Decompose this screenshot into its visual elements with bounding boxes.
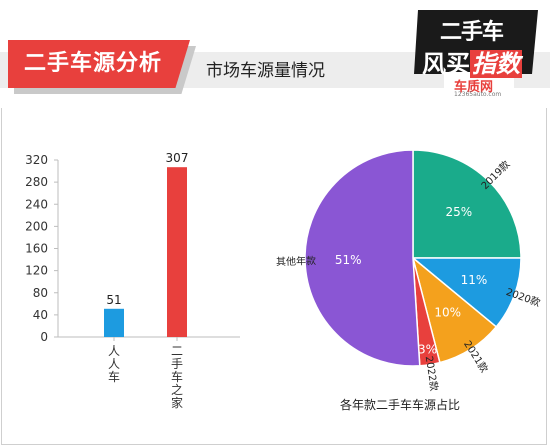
bar-value-label: 51 [106,293,121,307]
header: 二手车源分析 市场车源量情况 二手车 风买指数 车质网 12365auto.co… [0,0,550,108]
y-tick-label: 200 [25,219,48,233]
x-tick-label: 家 [171,395,183,410]
bar [104,308,124,337]
pie-category-label: 2019款 [478,158,512,192]
badge-line2-a: 风 [422,50,446,78]
pie-value-label: 3% [418,343,437,357]
badge-line2: 风买指数 [422,44,522,79]
bar [167,167,187,337]
pie-slice [304,149,421,367]
x-tick-label: 车 [171,369,183,384]
pie-value-label: 10% [434,306,461,320]
pie-slice [412,149,522,259]
x-tick-label: 二 [171,344,183,358]
bar-value-label: 307 [166,151,189,165]
pie-value-label: 51% [335,253,362,267]
pie-value-label: 11% [461,273,488,287]
page-title: 二手车源分析 [24,51,163,76]
badge-site: 12365auto.com [454,91,502,98]
y-tick-label: 80 [33,286,48,300]
badge-line2-c: 指数 [470,50,522,78]
badge-line2-b: 买 [446,50,470,78]
badge-logo: 车质网 [454,80,494,95]
x-tick-label: 车 [108,369,120,384]
x-tick-label: 手 [171,357,183,371]
pie-value-label: 25% [445,205,472,219]
title-tab [8,40,190,88]
pie-chart-title: 各年款二手车车源占比 [340,398,461,412]
x-tick-label: 人 [108,344,120,358]
page-subtitle: 市场车源量情况 [206,61,325,81]
pie-category-label: 其他年款 [276,254,316,268]
y-tick-label: 320 [25,153,48,167]
y-tick-label: 40 [33,308,48,322]
y-tick-label: 0 [40,330,48,344]
y-tick-label: 160 [25,242,48,256]
badge-line1: 二手车 [440,20,504,45]
y-tick-label: 280 [25,175,48,189]
x-tick-label: 人 [108,357,120,371]
x-tick-label: 之 [171,383,183,397]
pie-slice [410,257,522,328]
brand-badge: 二手车 风买指数 车质网 12365auto.com [414,8,542,98]
y-tick-label: 240 [25,197,48,211]
y-tick-label: 120 [25,264,48,278]
